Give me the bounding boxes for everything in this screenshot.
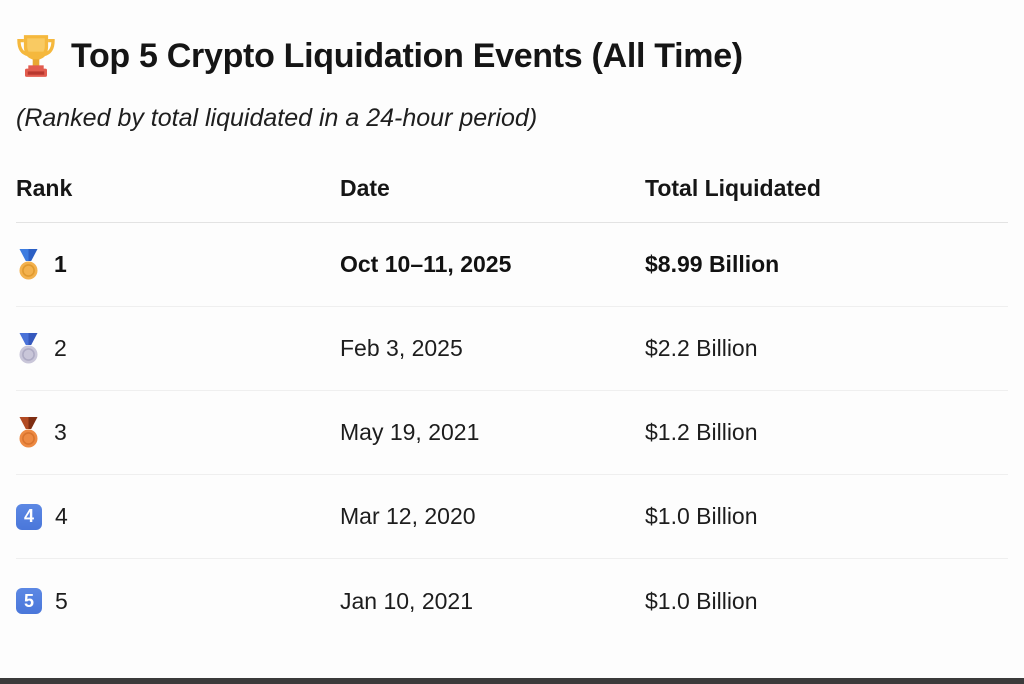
rank-cell: 5 5 <box>16 588 340 615</box>
table-body: 1 Oct 10–11, 2025 $8.99 Billion 2 Feb 3,… <box>16 223 1008 643</box>
title-row: Top 5 Crypto Liquidation Events (All Tim… <box>16 34 1008 78</box>
gold-medal-icon <box>19 248 38 279</box>
rank-cell: 2 <box>16 332 340 365</box>
total-value: $1.0 Billion <box>645 503 758 529</box>
rank-cell: 4 4 <box>16 503 340 530</box>
total-value: $1.0 Billion <box>645 587 758 614</box>
column-header-date: Date <box>340 175 390 201</box>
rank-value: 4 <box>55 503 68 529</box>
date-value: May 19, 2021 <box>340 419 480 445</box>
keycap-badge: 4 <box>16 503 42 530</box>
keycap-digit: 4 <box>23 506 34 526</box>
bronze-medal-icon <box>19 416 38 447</box>
column-header-total: Total Liquidated <box>645 175 821 201</box>
bottom-edge-bar <box>0 678 1024 684</box>
date-value: Feb 3, 2025 <box>340 335 463 361</box>
page-title: Top 5 Crypto Liquidation Events (All Tim… <box>71 36 743 75</box>
rank-cell: 3 <box>16 416 340 449</box>
date-value: Mar 12, 2020 <box>340 503 476 529</box>
page: Top 5 Crypto Liquidation Events (All Tim… <box>16 34 1008 643</box>
page-subtitle: (Ranked by total liquidated in a 24-hour… <box>16 104 538 132</box>
keycap-digit: 5 <box>23 590 34 611</box>
date-value: Oct 10–11, 2025 <box>340 251 512 277</box>
keycap-badge: 5 <box>16 588 42 614</box>
trophy-icon <box>17 35 55 77</box>
rank-value: 5 <box>55 587 68 614</box>
table-header: Rank Date Total Liquidated <box>16 147 1008 223</box>
total-value: $8.99 Billion <box>645 251 780 277</box>
table-row: 1 Oct 10–11, 2025 $8.99 Billion <box>16 223 1008 307</box>
table-row: 2 Feb 3, 2025 $2.2 Billion <box>16 307 1008 391</box>
total-value: $1.2 Billion <box>645 419 758 445</box>
rank-value: 1 <box>54 251 67 277</box>
silver-medal-icon <box>19 332 38 363</box>
date-value: Jan 10, 2021 <box>340 587 474 614</box>
rank-value: 3 <box>54 419 67 445</box>
table-row: 4 4 Mar 12, 2020 $1.0 Billion <box>16 475 1008 559</box>
rank-cell: 1 <box>16 248 340 281</box>
table-row: 5 5 Jan 10, 2021 $1.0 Billion <box>16 559 1008 643</box>
column-header-rank: Rank <box>16 175 73 201</box>
rank-value: 2 <box>54 335 67 361</box>
table-row: 3 May 19, 2021 $1.2 Billion <box>16 391 1008 475</box>
total-value: $2.2 Billion <box>645 335 758 361</box>
